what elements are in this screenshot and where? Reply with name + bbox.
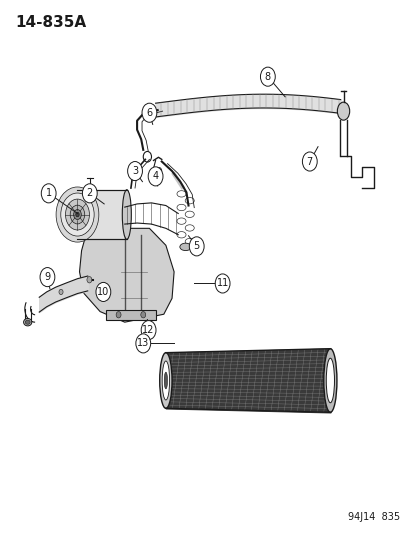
Text: 10: 10	[97, 287, 109, 297]
Circle shape	[56, 187, 99, 242]
Text: 11: 11	[216, 278, 228, 288]
Ellipse shape	[337, 102, 349, 120]
Circle shape	[76, 212, 79, 217]
Circle shape	[135, 334, 150, 353]
Ellipse shape	[25, 320, 30, 324]
Circle shape	[148, 167, 163, 186]
Circle shape	[142, 103, 157, 122]
Text: 14-835A: 14-835A	[16, 14, 87, 30]
Text: 3: 3	[132, 166, 138, 176]
Circle shape	[40, 268, 55, 287]
Ellipse shape	[179, 243, 191, 251]
Bar	[106, 310, 155, 319]
Circle shape	[140, 312, 145, 318]
Text: 9: 9	[44, 272, 50, 282]
Circle shape	[74, 209, 81, 220]
Circle shape	[156, 167, 161, 175]
Ellipse shape	[323, 349, 336, 413]
Text: 1: 1	[45, 188, 52, 198]
Circle shape	[301, 152, 316, 171]
Circle shape	[189, 237, 204, 256]
Circle shape	[59, 289, 63, 295]
Ellipse shape	[162, 361, 169, 400]
Ellipse shape	[159, 353, 172, 408]
Circle shape	[82, 184, 97, 203]
Circle shape	[116, 312, 121, 318]
Text: 7: 7	[306, 157, 312, 166]
Text: 13: 13	[137, 338, 149, 349]
Circle shape	[41, 184, 56, 203]
Text: 94J14  835: 94J14 835	[347, 512, 399, 522]
Circle shape	[127, 161, 142, 181]
Circle shape	[87, 277, 92, 283]
Circle shape	[260, 67, 275, 86]
Polygon shape	[79, 228, 174, 322]
Text: 6: 6	[146, 108, 152, 118]
Circle shape	[65, 199, 89, 230]
Text: 8: 8	[264, 71, 270, 82]
Text: 12: 12	[142, 325, 154, 335]
Text: 2: 2	[86, 188, 93, 198]
Ellipse shape	[325, 358, 334, 403]
Ellipse shape	[164, 372, 167, 389]
Circle shape	[70, 205, 85, 224]
Ellipse shape	[122, 190, 131, 239]
Circle shape	[141, 320, 156, 340]
Circle shape	[215, 274, 230, 293]
Ellipse shape	[24, 318, 32, 326]
Bar	[77, 190, 126, 239]
Circle shape	[61, 193, 94, 236]
Text: 4: 4	[152, 172, 158, 181]
Text: 5: 5	[193, 241, 199, 252]
Circle shape	[96, 282, 111, 302]
